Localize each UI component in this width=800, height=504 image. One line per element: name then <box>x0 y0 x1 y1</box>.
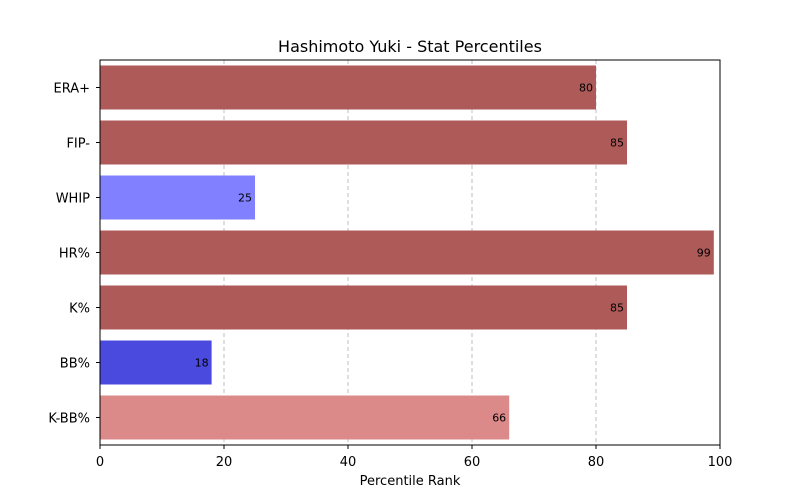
bar-value-labels: 80 85 25 99 85 18 66 <box>195 82 711 425</box>
chart-title: Hashimoto Yuki - Stat Percentiles <box>278 37 542 56</box>
bar-hr- <box>100 230 714 275</box>
x-axis-ticks: 0 20 40 60 80 100 <box>96 445 733 470</box>
bar-value-label: 25 <box>238 192 252 205</box>
x-tick-label: 100 <box>708 455 733 470</box>
x-tick-label: 0 <box>96 455 104 470</box>
bar-bb- <box>100 340 212 385</box>
bar-fip- <box>100 120 627 165</box>
x-axis-label: Percentile Rank <box>360 474 461 489</box>
y-tick-label: FIP- <box>66 137 90 152</box>
y-tick-label: HR% <box>59 247 90 262</box>
bar-value-label: 80 <box>579 82 593 95</box>
bar-value-label: 66 <box>492 412 506 425</box>
x-tick-label: 20 <box>216 455 233 470</box>
x-tick-label: 60 <box>464 455 481 470</box>
y-tick-label: BB% <box>60 357 90 372</box>
y-tick-label: K-BB% <box>48 412 90 427</box>
x-tick-label: 80 <box>588 455 605 470</box>
bar-era- <box>100 65 596 110</box>
bar-whip <box>100 175 255 220</box>
bar-k-bb- <box>100 395 510 440</box>
y-axis-ticks: ERA+ FIP- WHIP HR% K% BB% K-BB% <box>48 82 100 427</box>
y-tick-label: K% <box>69 302 90 317</box>
y-tick-label: ERA+ <box>53 82 90 97</box>
bars <box>100 65 714 440</box>
bar-value-label: 18 <box>195 357 209 370</box>
bar-value-label: 85 <box>610 302 624 315</box>
bar-k- <box>100 285 627 330</box>
y-tick-label: WHIP <box>56 192 90 207</box>
x-tick-label: 40 <box>340 455 357 470</box>
bar-value-label: 99 <box>697 247 711 260</box>
bar-value-label: 85 <box>610 137 624 150</box>
